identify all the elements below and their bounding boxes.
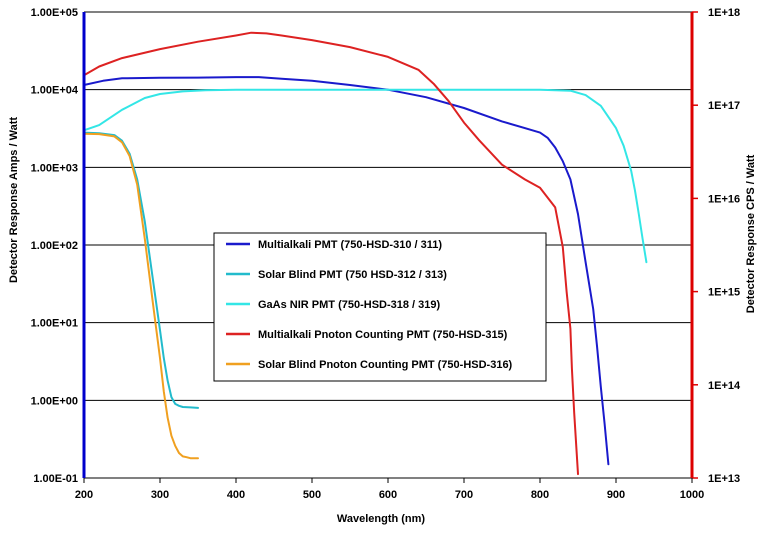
y-right-tick-label: 1E+15 xyxy=(708,287,740,299)
legend-label: GaAs NIR PMT (750-HSD-318 / 319) xyxy=(258,299,441,311)
legend-label: Multialkali PMT (750-HSD-310 / 311) xyxy=(258,239,442,251)
series-line-3 xyxy=(83,88,648,264)
x-tick-label: 500 xyxy=(303,489,321,501)
y-left-tick-label: 1.00E+05 xyxy=(31,7,78,19)
legend-label: Solar Blind Pnoton Counting PMT (750-HSD… xyxy=(258,359,513,371)
y-right-tick-label: 1E+16 xyxy=(708,193,740,205)
x-tick-label: 900 xyxy=(607,489,625,501)
x-axis-title: Wavelength (nm) xyxy=(337,513,426,525)
series-line-4 xyxy=(83,31,579,476)
legend-label: Multialkali Pnoton Counting PMT (750-HSD… xyxy=(258,329,508,341)
x-tick-label: 700 xyxy=(455,489,473,501)
y-axis-left-title: Detector Response Amps / Watt xyxy=(8,117,20,283)
y-left-tick-label: 1.00E+04 xyxy=(31,85,79,97)
y-left-tick-label: 1.00E+01 xyxy=(31,318,78,330)
y-left-tick-label: 1.00E+00 xyxy=(31,395,78,407)
y-right-tick-label: 1E+17 xyxy=(708,100,740,112)
x-tick-label: 800 xyxy=(531,489,549,501)
legend-box xyxy=(213,232,547,382)
y-left-tick-label: 1.00E+02 xyxy=(31,240,78,252)
x-tick-label: 400 xyxy=(227,489,245,501)
series-line-2 xyxy=(83,131,199,409)
series-lines xyxy=(83,31,648,476)
tick-labels: 1.00E+05 1.00E+04 1.00E+03 1.00E+02 1.00E+01… xyxy=(31,7,741,501)
y-left-tick-label: 1.00E+03 xyxy=(31,162,78,174)
y-axis-right-title: Detector Response CPS / Watt xyxy=(745,154,757,313)
x-tick-label: 600 xyxy=(379,489,397,501)
series-line-1 xyxy=(83,76,610,466)
legend: Multialkali PMT (750-HSD-310 / 311) Solar… xyxy=(213,232,547,382)
y-right-tick-label: 1E+18 xyxy=(708,7,740,19)
series-line-5 xyxy=(83,132,199,460)
legend-label: Solar Blind PMT (750 HSD-312 / 313) xyxy=(258,269,447,281)
x-tick-label: 300 xyxy=(151,489,169,501)
x-tick-label: 200 xyxy=(75,489,93,501)
y-right-tick-label: 1E+14 xyxy=(708,380,741,392)
x-tick-label: 1000 xyxy=(680,489,704,501)
y-left-tick-label: 1.00E-01 xyxy=(33,473,78,485)
y-right-tick-label: 1E+13 xyxy=(708,473,740,485)
axes xyxy=(82,11,698,483)
